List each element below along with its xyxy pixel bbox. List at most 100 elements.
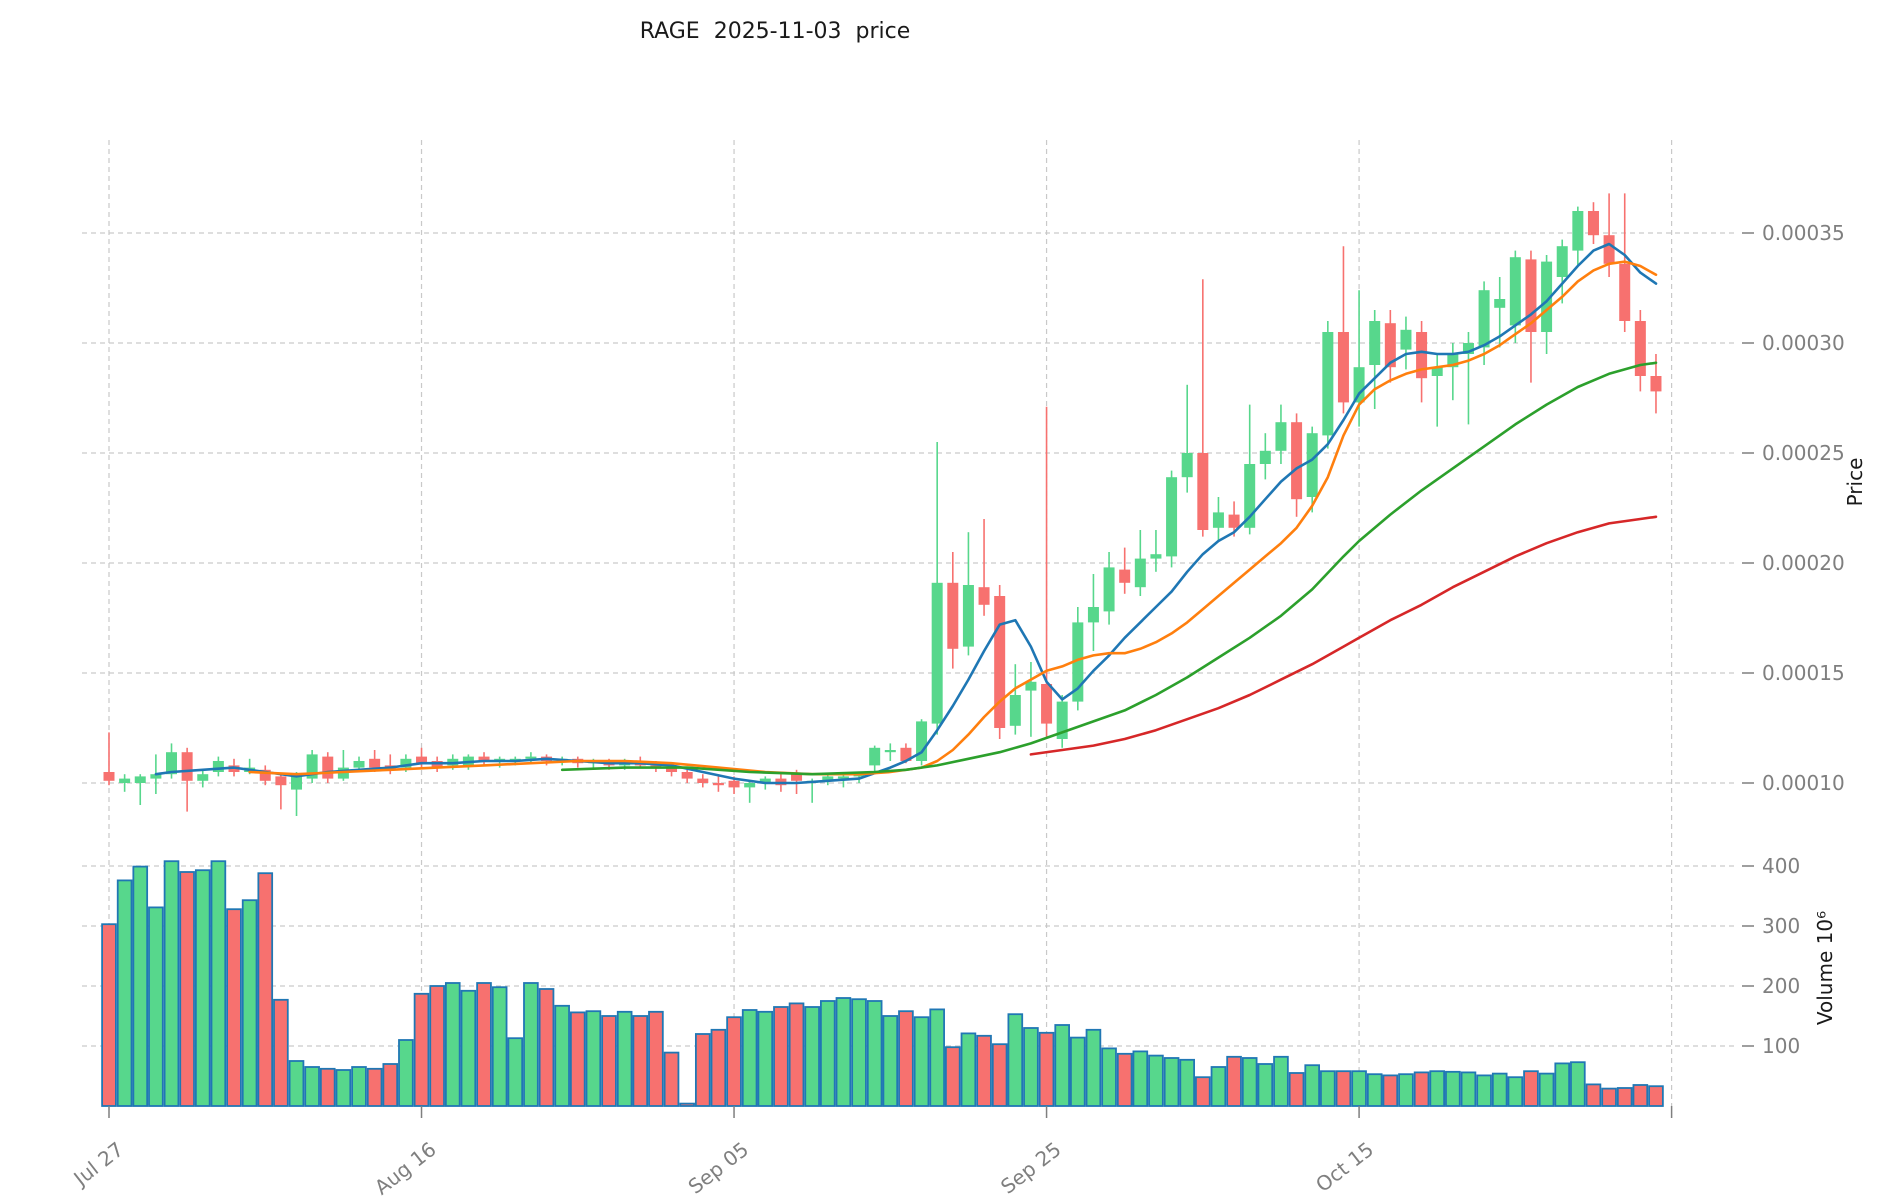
candle-body bbox=[900, 747, 912, 761]
volume-bar bbox=[569, 1011, 586, 1107]
volume-bar bbox=[1491, 1072, 1508, 1107]
candle-body bbox=[1369, 321, 1381, 365]
candle-body bbox=[181, 752, 193, 781]
candle-body bbox=[1212, 512, 1224, 528]
volume-bar bbox=[1585, 1083, 1602, 1107]
volume-bar bbox=[976, 1034, 992, 1107]
volume-bar bbox=[1445, 1070, 1461, 1107]
volume-bar bbox=[1460, 1071, 1477, 1107]
candle-body bbox=[1400, 329, 1412, 350]
volume-bar bbox=[1507, 1076, 1524, 1107]
volume-bar bbox=[1163, 1057, 1180, 1107]
volume-bar bbox=[491, 986, 508, 1107]
candle-body bbox=[1634, 321, 1646, 376]
volume-bar bbox=[726, 1016, 742, 1107]
candle-body bbox=[962, 585, 974, 647]
volume-bar bbox=[210, 860, 227, 1107]
volume-bar bbox=[179, 871, 195, 1107]
candle-body bbox=[1556, 246, 1568, 277]
candle-body bbox=[1353, 367, 1365, 403]
volume-bar bbox=[757, 1010, 774, 1107]
candle-body bbox=[759, 778, 771, 783]
candle-body bbox=[728, 780, 740, 788]
volume-bar bbox=[694, 1033, 711, 1107]
volume-bar bbox=[1335, 1070, 1352, 1107]
candle-body bbox=[400, 758, 412, 768]
candle-body bbox=[712, 783, 724, 786]
x-tick-label: Aug 16 bbox=[370, 1137, 441, 1200]
candle-body bbox=[1056, 701, 1068, 739]
volume-bar bbox=[1320, 1070, 1336, 1107]
volume-bar bbox=[1195, 1076, 1211, 1107]
volume-bar bbox=[1226, 1055, 1242, 1107]
volume-bar bbox=[288, 1060, 305, 1107]
candle-body bbox=[1166, 477, 1178, 557]
candle-body bbox=[1009, 695, 1021, 726]
volume-bar bbox=[1570, 1061, 1586, 1107]
candle-body bbox=[1603, 235, 1615, 264]
price-axis-label: Price bbox=[1843, 458, 1867, 507]
price-tick-label: 0.00030 bbox=[1762, 331, 1845, 355]
volume-bar bbox=[382, 1063, 399, 1107]
candle-body bbox=[322, 756, 334, 779]
volume-bar bbox=[945, 1046, 961, 1107]
volume-bar bbox=[601, 1015, 617, 1107]
candle-body bbox=[1572, 211, 1584, 251]
x-tick-label: Oct 15 bbox=[1311, 1137, 1378, 1197]
volume-bar bbox=[804, 1006, 820, 1107]
volume-bar bbox=[1538, 1072, 1555, 1107]
volume-bar bbox=[507, 1037, 524, 1107]
candle-body bbox=[1431, 367, 1443, 376]
volume-bar bbox=[1601, 1087, 1617, 1107]
candle-body bbox=[1025, 681, 1037, 691]
candle-body bbox=[1322, 332, 1334, 436]
volume-bar bbox=[413, 992, 430, 1107]
volume-bar bbox=[1085, 1028, 1102, 1107]
candle-body bbox=[1416, 332, 1428, 379]
candle-body bbox=[1259, 450, 1271, 464]
candle-body bbox=[869, 747, 881, 766]
volume-bar bbox=[663, 1051, 680, 1107]
volume-bar bbox=[319, 1067, 336, 1107]
candle-body bbox=[744, 783, 756, 788]
candle-body bbox=[1072, 622, 1084, 702]
volume-bar bbox=[116, 879, 133, 1107]
price-tick-label: 0.00035 bbox=[1762, 221, 1845, 245]
candle-body bbox=[1494, 299, 1506, 308]
ma_long-line bbox=[1029, 515, 1658, 756]
volume-bar bbox=[554, 1004, 570, 1107]
candle-body bbox=[1587, 211, 1599, 236]
volume-bar bbox=[851, 998, 867, 1107]
candle-body bbox=[1275, 422, 1287, 451]
volume-bar bbox=[1101, 1047, 1117, 1107]
candle-body bbox=[978, 587, 990, 605]
volume-bar bbox=[398, 1039, 414, 1107]
volume-bar bbox=[679, 1102, 695, 1107]
volume-bar bbox=[1023, 1027, 1039, 1107]
volume-bar bbox=[1523, 1070, 1539, 1107]
x-tick-label: Sep 05 bbox=[684, 1137, 754, 1199]
volume-bar bbox=[710, 1028, 727, 1107]
volume-bar bbox=[1054, 1024, 1070, 1107]
candle-body bbox=[275, 776, 287, 786]
volume-bar bbox=[929, 1008, 945, 1107]
candle-body bbox=[306, 754, 318, 779]
volume-tick-label: 100 bbox=[1762, 1034, 1800, 1058]
volume-bar bbox=[1382, 1074, 1399, 1107]
candle-body bbox=[291, 774, 303, 790]
candle-body bbox=[103, 772, 115, 781]
volume-bar bbox=[335, 1069, 352, 1107]
volume-bar bbox=[351, 1066, 367, 1107]
candle-body bbox=[1306, 433, 1318, 497]
candle-body bbox=[1228, 514, 1240, 528]
volume-bar bbox=[257, 872, 274, 1107]
volume-bar bbox=[960, 1032, 977, 1107]
volume-bar bbox=[788, 1002, 805, 1107]
volume-bar bbox=[1210, 1066, 1227, 1107]
candle-body bbox=[1337, 332, 1349, 403]
candle-body bbox=[478, 756, 490, 761]
volume-bar bbox=[1398, 1073, 1414, 1107]
volume-bar bbox=[1273, 1055, 1289, 1107]
candle-body bbox=[791, 774, 803, 781]
volume-bar bbox=[1179, 1058, 1195, 1107]
